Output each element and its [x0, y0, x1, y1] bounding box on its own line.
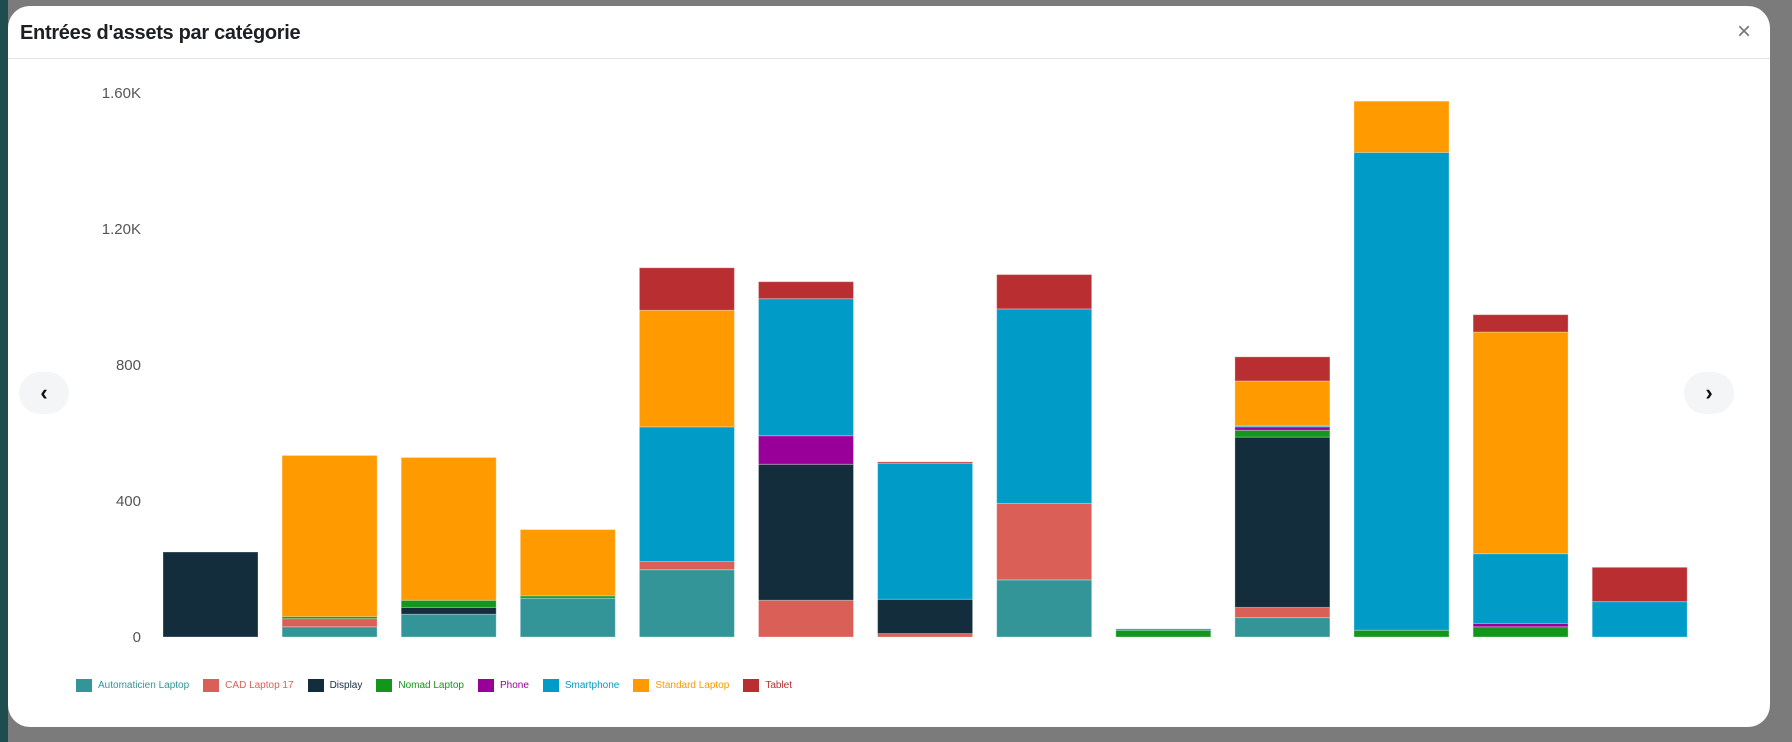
legend-item[interactable]: Smartphone [542, 679, 620, 692]
bar-segment-nomad-laptop[interactable] [1115, 629, 1212, 638]
y-tick-label: 800 [116, 357, 141, 374]
bar-segment-standard-laptop[interactable] [1353, 100, 1450, 154]
bar-segment-nomad-laptop[interactable] [1234, 429, 1331, 438]
previous-button[interactable]: ‹ [19, 372, 69, 414]
stacked-bar-chart: 0 400 800 1.20K 1.60K [102, 85, 1688, 646]
bar-segment-automaticien-laptop[interactable] [519, 597, 616, 638]
legend-label: Nomad Laptop [398, 680, 464, 691]
bar-segment-tablet[interactable] [996, 274, 1093, 310]
legend-swatch [477, 679, 494, 692]
bar-segment-nomad-laptop[interactable] [1353, 629, 1450, 638]
chevron-left-icon: ‹ [40, 380, 48, 405]
bar-segment-standard-laptop[interactable] [638, 309, 735, 428]
legend-item[interactable]: Standard Laptop [633, 679, 729, 692]
bar-segment-display[interactable] [400, 606, 497, 615]
bar-segment-display[interactable] [162, 551, 259, 638]
background-strip [0, 0, 8, 742]
bar-segment-smartphone[interactable] [877, 462, 974, 600]
y-tick-label: 400 [116, 493, 141, 510]
bar-segment-standard-laptop[interactable] [400, 456, 497, 601]
bar-segment-display[interactable] [1234, 436, 1331, 608]
bar-segment-smartphone[interactable] [1472, 553, 1569, 624]
legend-label: Display [329, 680, 363, 691]
bar-segment-phone[interactable] [758, 435, 854, 465]
chevron-right-icon: › [1705, 380, 1713, 405]
bar-segment-automaticien-laptop[interactable] [281, 626, 378, 638]
legend-swatch [307, 679, 324, 692]
chart-modal: Entrées d'assets par catégorie × 0 400 800… [8, 6, 1770, 727]
legend-label: Tablet [765, 680, 793, 691]
legend-label: Smartphone [564, 680, 620, 691]
bar-segment-phone[interactable] [1472, 622, 1569, 628]
bar-segment-display[interactable] [758, 463, 854, 601]
y-tick-label: 1.20K [102, 221, 141, 238]
bar-segment-tablet[interactable] [758, 281, 854, 300]
modal-title: Entrées d'assets par catégorie [20, 22, 301, 44]
bar-segment-standard-laptop[interactable] [519, 529, 616, 597]
next-button[interactable]: › [1684, 372, 1734, 414]
bar-segment-nomad-laptop[interactable] [400, 599, 497, 608]
legend-item[interactable]: Phone [477, 679, 529, 692]
bar-segment-standard-laptop[interactable] [281, 454, 378, 618]
bar-segment-automaticien-laptop[interactable] [1234, 617, 1331, 638]
bar-segment-smartphone[interactable] [1115, 628, 1212, 631]
bar-segment-tablet[interactable] [1234, 356, 1331, 382]
legend-swatch [76, 679, 92, 692]
bar-segment-nomad-laptop[interactable] [1472, 626, 1569, 638]
bar-segment-smartphone[interactable] [758, 298, 854, 437]
legend-item[interactable]: Nomad Laptop [376, 679, 464, 692]
legend-item[interactable]: Display [307, 679, 363, 692]
bar-segment-cad-laptop-17[interactable] [996, 502, 1093, 581]
bar-segment-automaticien-laptop[interactable] [996, 579, 1093, 638]
bar-segment-tablet[interactable] [1591, 566, 1688, 603]
bar-segment-cad-laptop-17[interactable] [1234, 606, 1331, 619]
y-tick-label: 1.60K [102, 85, 141, 102]
bar-segment-standard-laptop[interactable] [1234, 380, 1331, 427]
legend-label: Standard Laptop [655, 680, 730, 691]
bar-segment-automaticien-laptop[interactable] [638, 569, 735, 638]
bar-segment-smartphone[interactable] [996, 308, 1093, 504]
legend-label: CAD Laptop 17 [225, 680, 294, 691]
modal-header: Entrées d'assets par catégorie × [8, 6, 1770, 59]
legend-swatch [633, 679, 650, 692]
bar-segment-cad-laptop-17[interactable] [281, 618, 378, 628]
bar-segment-smartphone[interactable] [638, 426, 735, 563]
legend: Automaticien Laptop CAD Laptop 17 Display N… [76, 679, 792, 692]
legend-swatch [743, 679, 760, 692]
bar-segment-smartphone[interactable] [1591, 601, 1688, 638]
bar-segment-standard-laptop[interactable] [1472, 331, 1569, 555]
legend-swatch [542, 679, 559, 692]
legend-swatch [376, 679, 393, 692]
y-tick-label: 0 [133, 629, 141, 646]
legend-label: Automaticien Laptop [98, 680, 190, 691]
bar-segment-cad-laptop-17[interactable] [758, 599, 854, 638]
legend-swatch [203, 679, 220, 692]
bar-segment-display[interactable] [877, 598, 974, 635]
close-icon[interactable]: × [1736, 18, 1751, 45]
bar-segment-tablet[interactable] [877, 461, 974, 464]
bar-segment-cad-laptop-17[interactable] [877, 633, 974, 638]
bar-segment-smartphone[interactable] [1353, 152, 1450, 631]
legend-item[interactable]: Automaticien Laptop [76, 679, 189, 692]
legend-label: Phone [499, 680, 529, 691]
legend-item[interactable]: Tablet [743, 679, 792, 692]
bar-segment-tablet[interactable] [1472, 314, 1569, 333]
bar-segment-automaticien-laptop[interactable] [400, 613, 497, 638]
bar-segment-cad-laptop-17[interactable] [638, 561, 735, 571]
legend-item[interactable]: CAD Laptop 17 [203, 679, 294, 692]
bar-segment-tablet[interactable] [638, 267, 735, 311]
bar-segment-phone[interactable] [1234, 426, 1331, 431]
